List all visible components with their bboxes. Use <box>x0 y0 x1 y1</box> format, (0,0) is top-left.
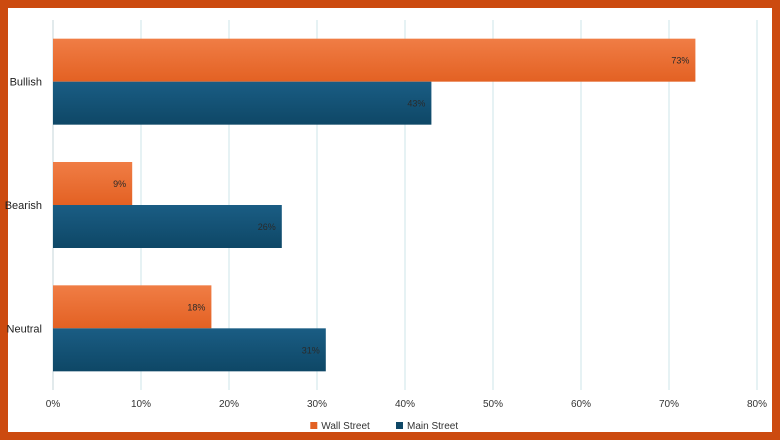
legend-label: Wall Street <box>321 421 370 432</box>
category-labels: Bullish Bearish Neutral <box>5 77 42 336</box>
x-tick-label: 10% <box>131 399 151 410</box>
data-label-main-street-bullish: 43% <box>407 99 425 109</box>
bar-wall-street-neutral <box>53 285 212 329</box>
x-tick-label: 50% <box>483 399 503 410</box>
x-tick-label: 0% <box>46 399 61 410</box>
x-tick-labels: 0% 10% 20% 30% 40% 50% 60% 70% 80% <box>46 399 767 410</box>
bars: 73% 43% 9% 26% 18% 31% <box>53 38 696 372</box>
category-label-bullish: Bullish <box>10 77 42 89</box>
data-label-main-street-bearish: 26% <box>258 222 276 232</box>
bar-wall-street-bullish <box>53 38 696 82</box>
legend: Wall Street Main Street <box>310 421 458 432</box>
legend-swatch <box>310 422 318 429</box>
x-tick-label: 20% <box>219 399 239 410</box>
category-label-neutral: Neutral <box>7 323 42 335</box>
bar-main-street-bearish <box>53 205 282 248</box>
data-label-wall-street-bullish: 73% <box>671 56 689 66</box>
category-label-bearish: Bearish <box>5 200 42 212</box>
data-label-wall-street-neutral: 18% <box>187 302 205 312</box>
legend-swatch <box>396 422 403 429</box>
bar-wall-street-bearish <box>53 162 133 205</box>
legend-label: Main Street <box>407 421 458 432</box>
x-tick-label: 70% <box>659 399 679 410</box>
data-label-wall-street-bearish: 9% <box>113 179 126 189</box>
legend-item-wall-street: Wall Street <box>310 421 370 432</box>
bar-main-street-neutral <box>53 328 326 372</box>
bar-main-street-bullish <box>53 81 432 125</box>
data-label-main-street-neutral: 31% <box>302 345 320 355</box>
x-tick-label: 80% <box>747 399 767 410</box>
x-tick-label: 60% <box>571 399 591 410</box>
x-tick-label: 40% <box>395 399 415 410</box>
legend-item-main-street: Main Street <box>396 421 458 432</box>
x-tick-label: 30% <box>307 399 327 410</box>
